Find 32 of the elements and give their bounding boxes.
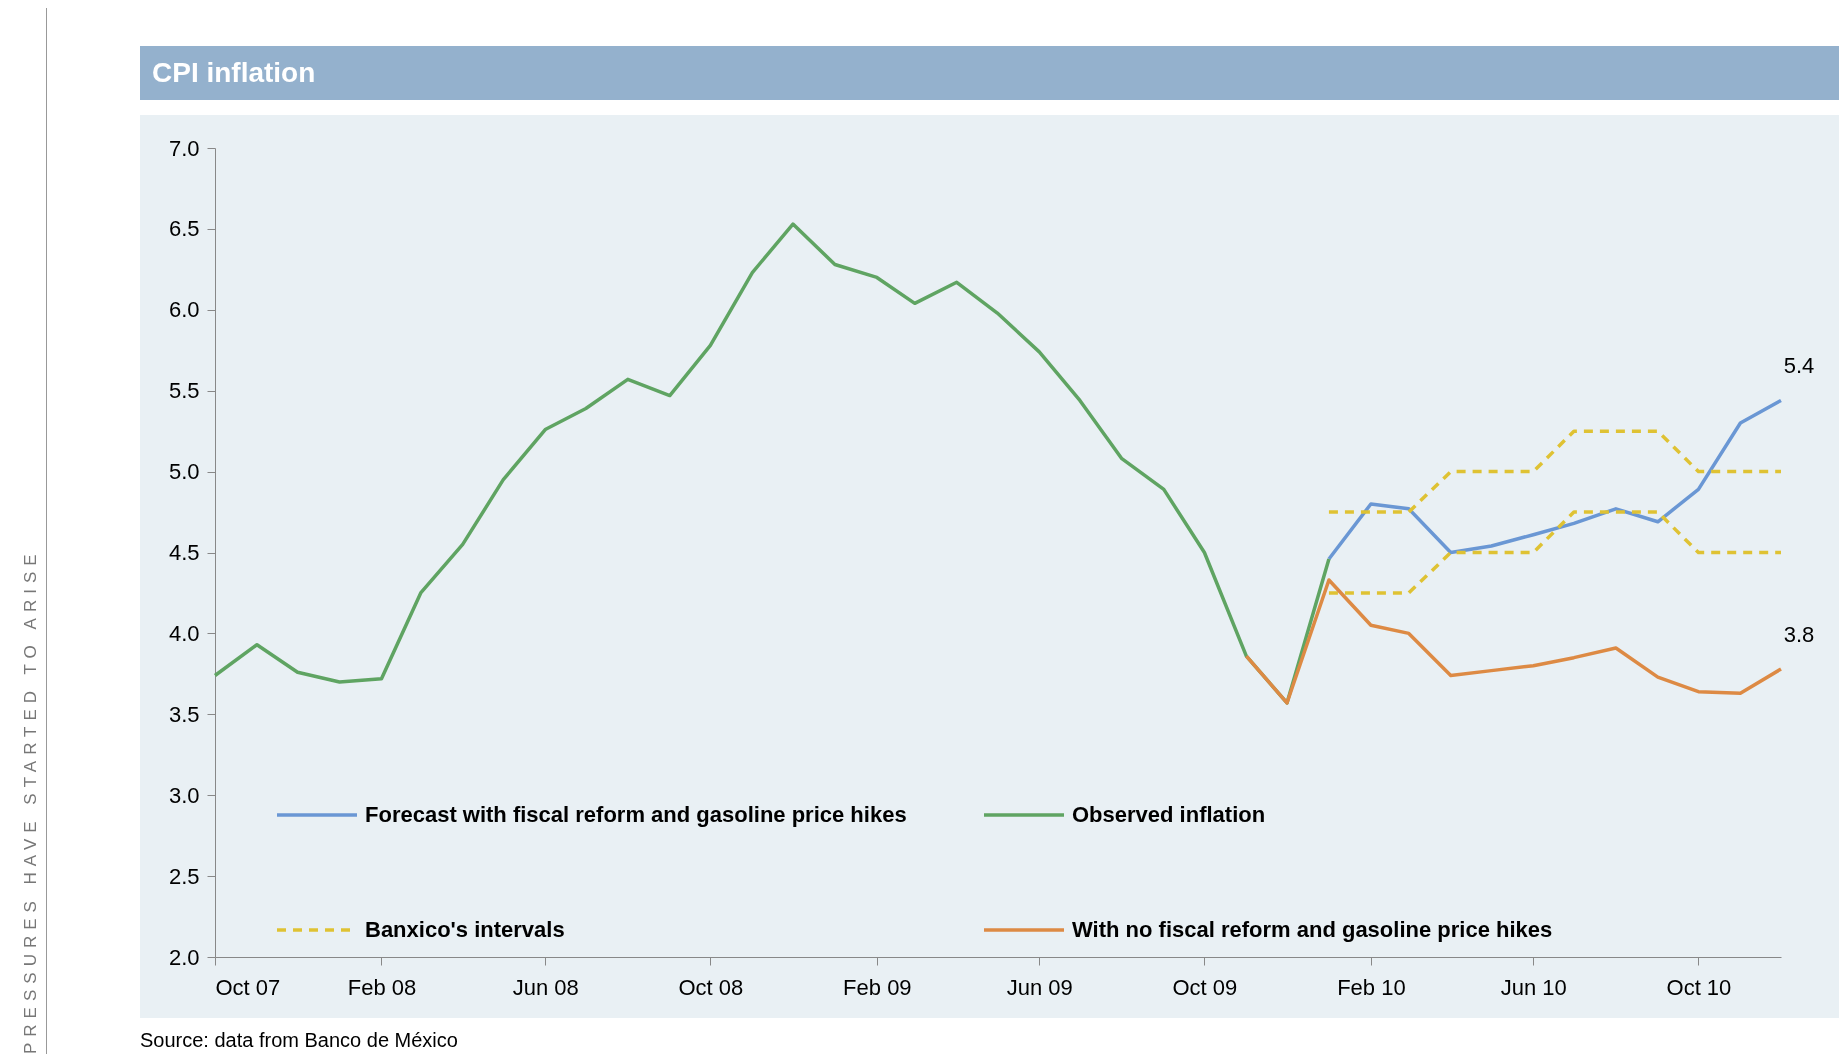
text: PRESSURES HAVE STARTED TO ARISE <box>21 548 41 1054</box>
legend-label: Observed inflation <box>1072 802 1266 827</box>
y-tick-label: 5.0 <box>168 459 200 485</box>
y-tick-label: 5.5 <box>168 378 200 404</box>
legend-label: Banxico's intervals <box>365 917 565 942</box>
x-tick-label: Jun 08 <box>512 974 579 1000</box>
y-tick-label: 6.0 <box>168 297 200 323</box>
x-tick-label: Feb 09 <box>843 974 912 1000</box>
y-tick-label: 4.5 <box>168 540 200 565</box>
line-series <box>1244 578 1783 705</box>
y-tick-label: 6.5 <box>168 216 200 242</box>
y-tick-label: 3.0 <box>168 782 200 808</box>
x-tick-label: Feb 08 <box>347 974 417 1000</box>
y-tick-label: 4.0 <box>168 620 200 646</box>
x-tick-label: Oct 07 <box>215 974 281 1000</box>
y-tick-label: 2.0 <box>168 944 200 970</box>
x-tick-label: Oct 10 <box>1666 974 1732 1000</box>
legend-label: Forecast with fiscal reform and gasoline price hikes <box>365 802 907 827</box>
y-tick-label: 7.0 <box>168 135 200 161</box>
chart-title: CPI inflation <box>140 46 1839 100</box>
y-tick-label: 3.5 <box>168 701 200 727</box>
legend-label: With no fiscal reform and gasoline price hikes <box>1072 917 1553 942</box>
x-tick-label: Jun 09 <box>1006 974 1073 1000</box>
y-tick-label: 2.5 <box>168 863 200 889</box>
x-tick-label: Oct 09 <box>1172 974 1238 1000</box>
source-note: Source: data from Banco de México <box>140 1029 458 1052</box>
x-tick-label: Oct 08 <box>678 974 744 1000</box>
x-tick-label: Jun 10 <box>1500 974 1567 1000</box>
annotation: 3.8 <box>1783 622 1815 647</box>
x-tick-label: Feb 10 <box>1337 974 1406 1000</box>
annotation: 5.4 <box>1783 353 1815 379</box>
line-series <box>1327 398 1783 561</box>
